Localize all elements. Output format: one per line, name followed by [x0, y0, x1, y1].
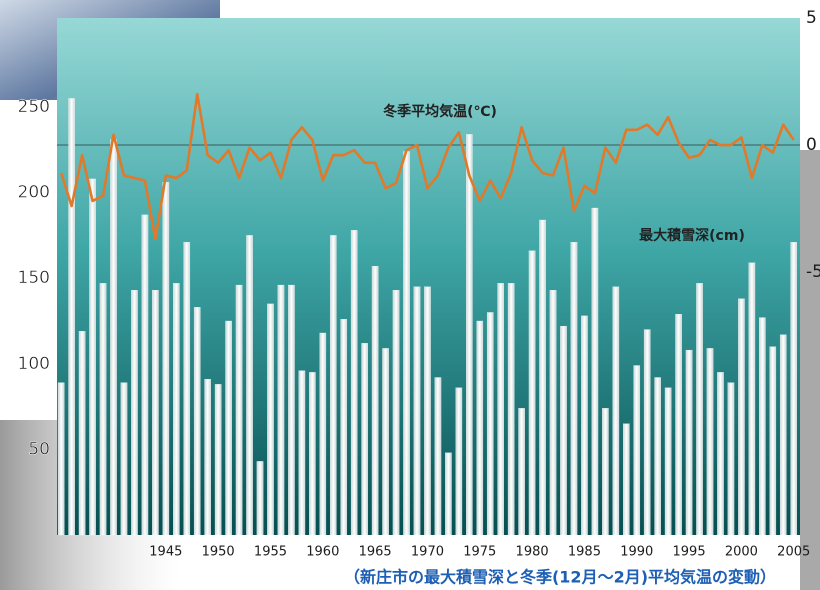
- x-tick-label: 1945: [149, 545, 182, 560]
- bar: [225, 320, 232, 536]
- bar: [99, 283, 107, 536]
- bar: [382, 348, 389, 536]
- bar: [361, 343, 368, 536]
- bar: [727, 382, 735, 536]
- bar: [445, 452, 452, 536]
- bar: [204, 379, 211, 536]
- x-tick-label: 1980: [516, 545, 549, 560]
- bar: [570, 242, 578, 536]
- bar: [790, 242, 798, 536]
- bar: [235, 284, 243, 536]
- bar: [759, 317, 766, 536]
- bar: [309, 372, 316, 536]
- bar: [748, 262, 756, 536]
- bar: [256, 461, 264, 536]
- bar: [696, 283, 703, 536]
- y2-tick-label: 0: [806, 135, 817, 155]
- bar: [539, 219, 546, 536]
- bar: [497, 283, 504, 536]
- bar: [466, 134, 473, 536]
- bar: [779, 334, 787, 536]
- bar: [717, 372, 724, 536]
- bar: [288, 284, 295, 536]
- bar: [424, 286, 431, 536]
- x-tick-label: 1965: [359, 545, 392, 560]
- bar: [612, 286, 620, 536]
- x-tick-label: 1985: [568, 545, 601, 560]
- bar: [68, 98, 75, 536]
- y-tick-label: 150: [18, 268, 50, 288]
- photo: [800, 150, 820, 590]
- x-tick-label: 1990: [620, 545, 653, 560]
- bar: [319, 332, 327, 536]
- bar: [769, 346, 777, 536]
- x-tick-label: 1960: [306, 545, 339, 560]
- caption: （新庄市の最大積雪深と冬季(12月～2月)平均気温の変動）: [344, 568, 776, 587]
- bar: [507, 283, 515, 536]
- y2-tick-label: 5: [806, 8, 817, 28]
- bar: [654, 377, 661, 536]
- bar: [267, 303, 274, 536]
- bar: [664, 387, 672, 536]
- temperature-line: [59, 92, 795, 241]
- bar: [685, 349, 693, 536]
- bar: [560, 325, 567, 536]
- line-label: 冬季平均気温(℃): [383, 103, 497, 120]
- y-tick-label: 250: [18, 97, 50, 117]
- bar: [350, 230, 358, 536]
- x-tick-label: 1955: [254, 545, 287, 560]
- bar: [152, 290, 159, 536]
- bar: [89, 178, 96, 536]
- bar: [246, 235, 253, 536]
- bar: [141, 214, 149, 536]
- bar: [518, 408, 525, 536]
- bar: [675, 314, 682, 536]
- bar: [403, 151, 410, 536]
- bar: [120, 382, 128, 536]
- bar: [581, 315, 588, 536]
- bar: [162, 182, 170, 536]
- bar: [298, 370, 306, 536]
- bar: [622, 423, 630, 536]
- bar: [183, 242, 191, 536]
- bar: [413, 286, 421, 536]
- bar: [214, 384, 222, 536]
- bar: [57, 382, 65, 536]
- y2-tick-label: -5: [806, 262, 820, 282]
- bar: [371, 266, 379, 536]
- bar: [193, 307, 201, 536]
- bar: [78, 331, 86, 536]
- bar: [476, 320, 484, 536]
- bar: [738, 298, 745, 536]
- bar: [486, 312, 494, 536]
- bar: [277, 284, 285, 536]
- x-tick-label: 2000: [725, 545, 758, 560]
- bar: [706, 348, 714, 536]
- y-tick-label: 50: [28, 439, 50, 459]
- bar: [633, 365, 641, 536]
- y-tick-label: 200: [18, 183, 50, 203]
- bar: [173, 283, 180, 536]
- bar-label: 最大積雪深(cm): [639, 227, 745, 244]
- x-tick-label: 1950: [202, 545, 235, 560]
- bar: [549, 290, 557, 536]
- bar: [131, 290, 138, 536]
- x-tick-label: 2005: [777, 545, 810, 560]
- bar: [110, 139, 117, 536]
- x-tick-label: 1995: [673, 545, 706, 560]
- bar: [340, 319, 348, 536]
- bar: [591, 207, 599, 536]
- y-tick-label: 100: [18, 354, 50, 374]
- bar: [602, 408, 609, 536]
- x-tick-label: 1975: [463, 545, 496, 560]
- bar: [455, 387, 463, 536]
- bar: [329, 235, 337, 536]
- bar: [528, 250, 536, 536]
- x-tick-label: 1970: [411, 545, 444, 560]
- bar: [434, 377, 442, 536]
- bar: [392, 290, 400, 536]
- bar: [643, 329, 651, 536]
